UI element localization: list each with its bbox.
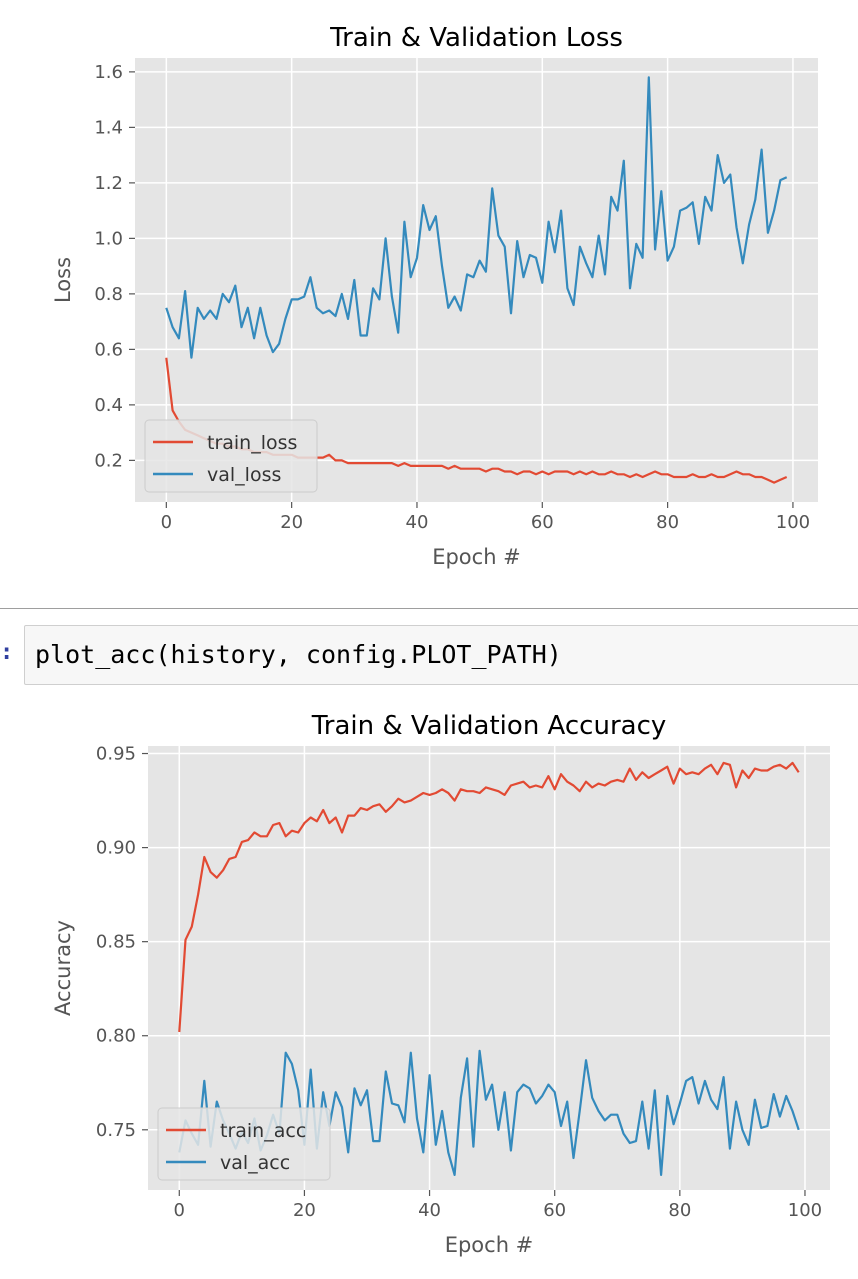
legend-label: val_loss [207,464,281,486]
y-axis-label: Loss [51,257,75,303]
x-tick-label: 60 [543,1200,566,1221]
y-tick-label: 0.8 [94,284,123,305]
cell-divider [0,608,858,609]
x-tick-label: 40 [406,512,429,533]
cell-prompt: : [0,640,14,665]
x-axis-label: Epoch # [432,545,521,569]
x-tick-label: 40 [418,1200,441,1221]
x-tick-label: 100 [788,1200,822,1221]
x-tick-label: 20 [293,1200,316,1221]
legend-label: train_loss [207,432,297,454]
accuracy-chart: 0 20 40 60 80 100 0.75 0.80 0.85 0.90 0.95 Train & … [51,711,830,1257]
y-axis-label: Accuracy [51,920,75,1016]
code-text[interactable]: plot_acc(history, config.PLOT_PATH) [35,640,562,669]
y-tick-label: 1.6 [94,62,123,83]
legend-label: val_acc [220,1152,290,1174]
y-tick-label: 0.4 [94,395,123,416]
x-tick-label: 0 [174,1200,185,1221]
x-tick-label: 0 [161,512,172,533]
x-tick-label: 60 [531,512,554,533]
y-tick-label: 0.80 [96,1026,136,1047]
x-tick-label: 20 [280,512,303,533]
y-tick-label: 0.2 [94,450,123,471]
loss-chart: 0 20 40 60 80 100 0.2 0.4 0.6 0.8 1.0 1.2 1.4 1.6 Trai… [51,23,818,569]
y-tick-label: 0.85 [96,932,136,953]
x-tick-label: 80 [668,1200,691,1221]
code-cell[interactable]: plot_acc(history, config.PLOT_PATH) [24,625,858,685]
legend-label: train_acc [220,1120,306,1142]
series-line-val_acc [178,1049,800,1176]
series-line-val_loss [165,76,788,359]
y-tick-label: 1.4 [94,117,123,138]
legend: train_loss val_loss [144,419,318,493]
y-tick-label: 0.90 [96,838,136,859]
chart-title: Train & Validation Accuracy [311,711,667,741]
x-tick-label: 80 [656,512,679,533]
x-axis-label: Epoch # [445,1233,534,1257]
y-tick-label: 0.75 [96,1120,136,1141]
y-tick-label: 0.6 [94,339,123,360]
y-tick-label: 0.95 [96,744,136,765]
legend: train_acc val_acc [157,1107,331,1181]
y-tick-label: 1.0 [94,228,123,249]
chart-title: Train & Validation Loss [329,23,623,53]
x-tick-label: 100 [776,512,810,533]
y-tick-label: 1.2 [94,173,123,194]
series-line-train_acc [178,761,800,1033]
